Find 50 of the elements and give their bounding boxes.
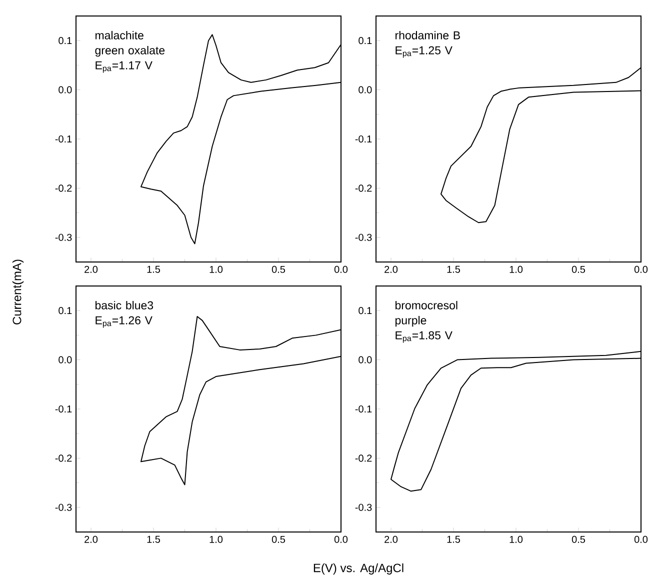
x-tick-label: 1.0 — [510, 266, 523, 273]
x-tick-label: 1.0 — [510, 536, 523, 543]
x-tick-label: 2.0 — [84, 536, 98, 543]
annotation: E$_{pa}$=1.25 V — [396, 46, 452, 58]
annotation: rhodamine B — [396, 30, 460, 40]
x-tick-label: 2.0 — [384, 536, 398, 543]
x-tick-label: 0.0 — [334, 536, 348, 543]
y-tick-label: 0.1 — [58, 37, 72, 44]
x-tick-label: 1.0 — [210, 266, 223, 273]
y-tick-label: -0.1 — [55, 135, 72, 143]
x-tick-label: 0.5 — [272, 536, 286, 543]
y-tick-label: -0.2 — [355, 454, 372, 462]
y-tick-label: -0.3 — [355, 504, 372, 511]
x-tick-label: 2.0 — [84, 266, 98, 273]
x-tick-label: 1.5 — [447, 266, 460, 273]
y-tick-label: -0.1 — [355, 135, 372, 143]
x-tick-label: 1.5 — [147, 266, 160, 273]
y-tick-label: -0.2 — [55, 184, 72, 192]
annotation: E$_{pa}$=1.17 V — [96, 61, 152, 73]
y-tick-label: -0.1 — [55, 405, 72, 413]
x-tick-label: 1.5 — [147, 536, 160, 543]
y-tick-label: 0.0 — [358, 356, 372, 364]
annotation: basic blue3 — [95, 300, 154, 310]
y-axis-title: Current(mA) — [12, 260, 24, 324]
y-tick-label: -0.3 — [355, 234, 372, 241]
y-tick-label: 0.0 — [58, 356, 72, 364]
y-tick-label: 0.1 — [358, 307, 372, 314]
y-tick-label: 0.1 — [58, 307, 72, 314]
x-axis-title: E(V) vs. Ag/AgCl — [314, 563, 404, 575]
x-tick-label: 1.5 — [447, 536, 460, 543]
annotation: malachite green oxalate — [95, 30, 165, 57]
y-tick-label: -0.2 — [355, 184, 372, 192]
x-tick-label: 2.0 — [384, 266, 398, 273]
y-tick-label: 0.1 — [358, 37, 372, 44]
annotation: E$_{pa}$=1.26 V — [96, 316, 152, 328]
y-tick-label: -0.1 — [355, 405, 372, 413]
x-tick-label: 0.5 — [272, 266, 286, 273]
y-tick-label: -0.2 — [55, 454, 72, 462]
x-tick-label: 0.0 — [634, 266, 648, 273]
y-tick-label: -0.3 — [55, 234, 72, 241]
annotation: E$_{pa}$=1.85 V — [396, 331, 452, 343]
x-tick-label: 0.5 — [572, 536, 586, 543]
x-tick-label: 0.5 — [572, 266, 586, 273]
x-tick-label: 0.0 — [634, 536, 648, 543]
y-tick-label: 0.0 — [358, 86, 372, 94]
x-tick-label: 1.0 — [210, 536, 223, 543]
y-tick-label: -0.3 — [55, 504, 72, 511]
y-tick-label: 0.0 — [58, 86, 72, 94]
x-tick-label: 0.0 — [334, 266, 348, 273]
annotation: bromocresol purple — [395, 300, 458, 327]
